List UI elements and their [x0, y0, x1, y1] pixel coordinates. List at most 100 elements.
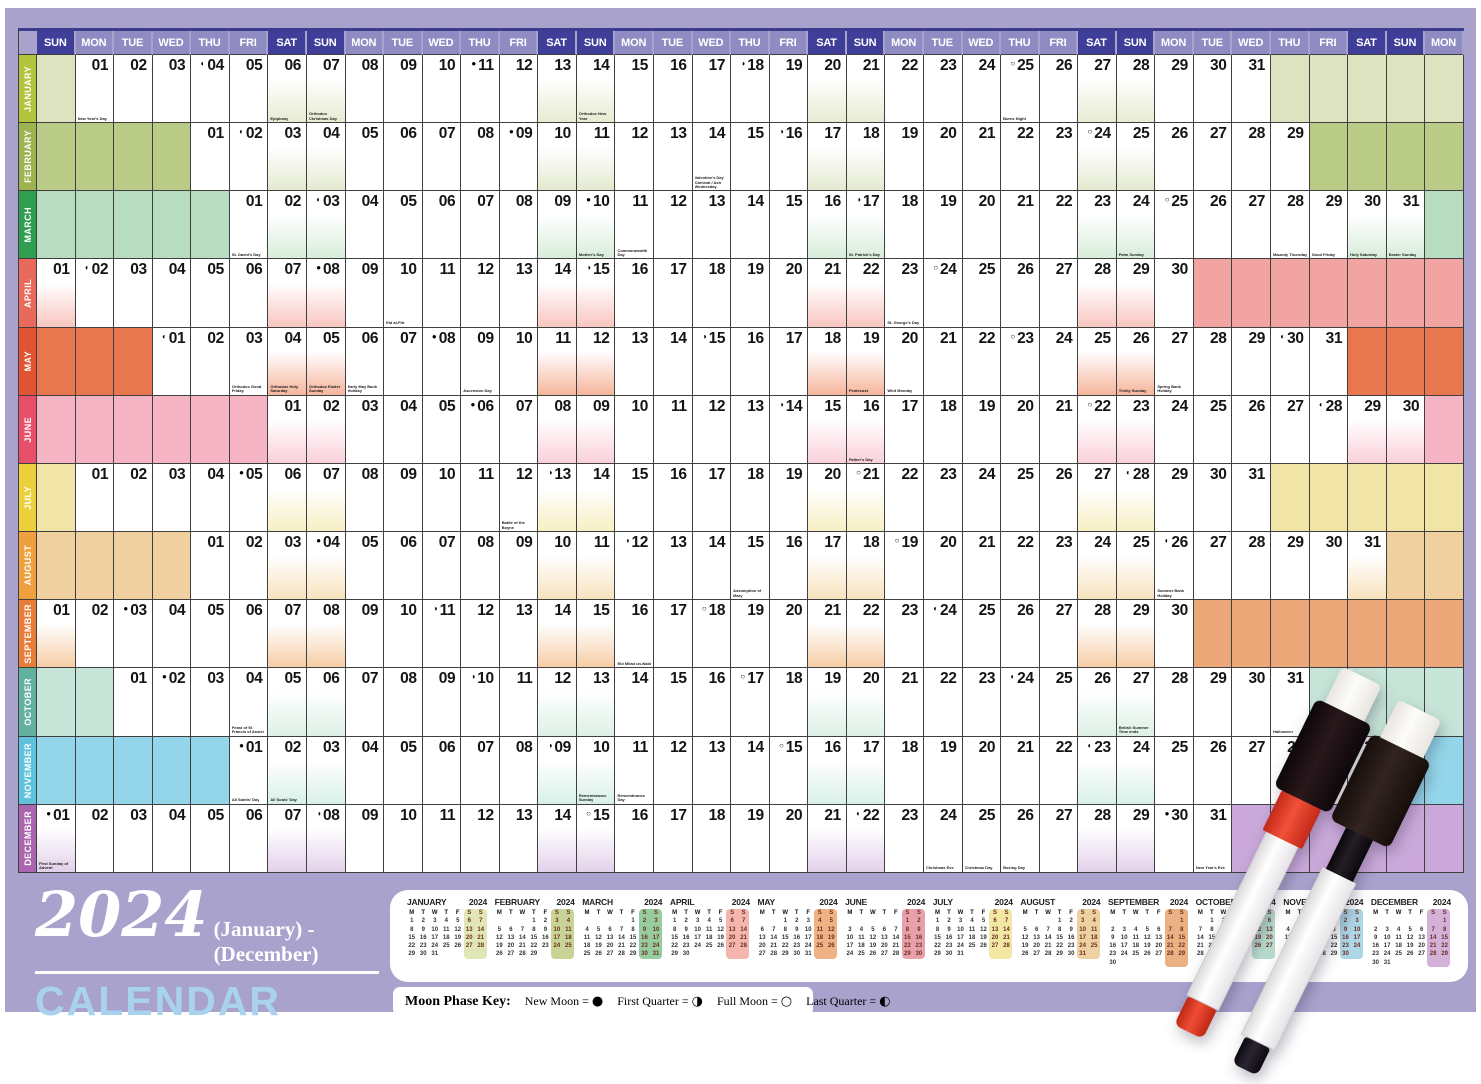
day-number: 22 [1094, 397, 1111, 415]
day-cell: 18 [692, 259, 732, 328]
day-number-row: 24 [1117, 191, 1155, 210]
day-cell: 19 [731, 259, 770, 328]
mini-day: 15 [671, 934, 678, 941]
mini-day: 27 [1263, 942, 1276, 951]
day-number: 21 [862, 57, 880, 74]
day-cell: 25 [962, 600, 1002, 669]
day-cell: 08 [306, 600, 346, 669]
day-number-row: ● 02 [153, 668, 191, 687]
mini-day [1107, 917, 1119, 925]
mini-day [517, 917, 529, 925]
day-number-row: ○ 25 [1155, 191, 1193, 210]
day-cell: ◐ 30 [1271, 327, 1310, 396]
day-number-row: 06 [230, 805, 268, 824]
weekday-header: SUN [306, 31, 346, 55]
day-number: 11 [478, 465, 494, 483]
mini-month-title: FEBRUARY 2024 [494, 897, 576, 909]
day-number-row: 22 [847, 259, 885, 278]
month-label-text: DECEMBER [22, 810, 33, 866]
mini-day: 12 [1021, 934, 1029, 941]
day-number: 20 [1017, 397, 1034, 415]
day-number-row: 12 [577, 328, 615, 347]
day-number-row: 16 [654, 464, 692, 483]
day-number-row: 06 [384, 532, 422, 551]
day-number-row: 09 [500, 532, 538, 551]
mini-day: 20 [606, 943, 614, 950]
day-cell: 13 [499, 259, 539, 328]
mini-day: 5 [825, 917, 837, 926]
day-cell: 09 [422, 668, 462, 737]
day-number-row: 07 [461, 191, 499, 210]
day-cell: 12 [461, 600, 500, 669]
mini-day: 29 [1176, 950, 1188, 959]
day-number-row: 11 [615, 191, 653, 210]
holiday-label: Easter Sunday [1388, 253, 1417, 258]
mini-day: 14 [475, 925, 487, 934]
day-cell: 22 [885, 463, 924, 533]
day-number-row: 27 [1078, 55, 1116, 74]
day-number-row: ● 06 [461, 396, 499, 415]
filler-cell [37, 463, 76, 533]
mini-day: 26 [1252, 942, 1264, 951]
filler-cell [75, 191, 115, 260]
day-cell: 02 [306, 395, 346, 464]
day-number-row: 30 [1387, 396, 1425, 415]
day-cell: 21 [808, 600, 847, 669]
mini-weekday-letter: S [1000, 909, 1013, 918]
day-cell: ● 01 First Sunday of Advent [37, 804, 76, 873]
day-number-row: 18 [808, 328, 846, 347]
day-number: 25 [1017, 57, 1034, 74]
day-number: 10 [438, 465, 456, 483]
day-number-row: 09 [461, 328, 499, 347]
day-number-row: 12 [500, 464, 538, 483]
day-cell: 30 [1232, 668, 1271, 737]
day-number: 01 [130, 670, 147, 688]
day-number-row: 23 [963, 668, 1001, 687]
day-cell: 07 [422, 532, 462, 601]
day-cell: 28 [1232, 123, 1271, 192]
mini-day: 17 [957, 934, 964, 941]
holiday-label: Orthodox Christmas Day [308, 112, 337, 121]
day-number-row: 13 [654, 123, 692, 142]
day-number: 19 [978, 397, 996, 415]
day-cell: ◑ 11 [422, 600, 462, 669]
filler-cell [1271, 463, 1310, 533]
mini-day: 11 [814, 925, 826, 934]
day-cell: 28 Maundy Thursday [1271, 191, 1310, 260]
day-cell: 05 [384, 191, 423, 260]
day-number-row: 12 [693, 396, 731, 415]
day-cell: 14 Orthodox New Year [576, 55, 616, 124]
day-number-row: 10 [423, 464, 461, 483]
day-cell: 25 Christmas Day [962, 804, 1002, 873]
day-number-row: 16 [808, 191, 846, 210]
mini-day: 6 [1419, 926, 1424, 933]
moon-phase-icon: ○ [894, 536, 900, 546]
day-cell: 06 [229, 600, 269, 669]
day-number: 09 [400, 465, 417, 483]
day-cell: 14 [576, 463, 616, 533]
mini-day [581, 917, 593, 925]
day-number: 14 [592, 465, 610, 483]
day-cell: ● 08 [422, 327, 462, 396]
day-cell: 07 [268, 259, 307, 328]
day-number-row: 08 [346, 464, 384, 483]
mini-day: 10 [431, 926, 439, 933]
day-number: 21 [862, 465, 880, 483]
day-number: 16 [631, 261, 649, 279]
day-cell: 23 [1039, 532, 1079, 601]
day-cell: 23 [885, 600, 924, 669]
moon-phase-icon: ◐ [239, 127, 244, 137]
mini-month-name: SEPTEMBER [1108, 897, 1160, 907]
mini-day: 8 [672, 926, 677, 933]
mini-day [463, 950, 475, 959]
mini-weekday-letter: S [1176, 909, 1188, 918]
day-number-row: 21 [885, 668, 923, 687]
day-cell: 20 [808, 55, 847, 124]
day-number: 27 [1209, 534, 1227, 552]
day-number-row: 27 [1040, 805, 1078, 824]
day-cell: ○ 24 [1078, 123, 1117, 192]
day-number-row: 22 [885, 55, 923, 74]
day-number: 21 [824, 806, 841, 824]
day-number: 11 [478, 57, 494, 74]
